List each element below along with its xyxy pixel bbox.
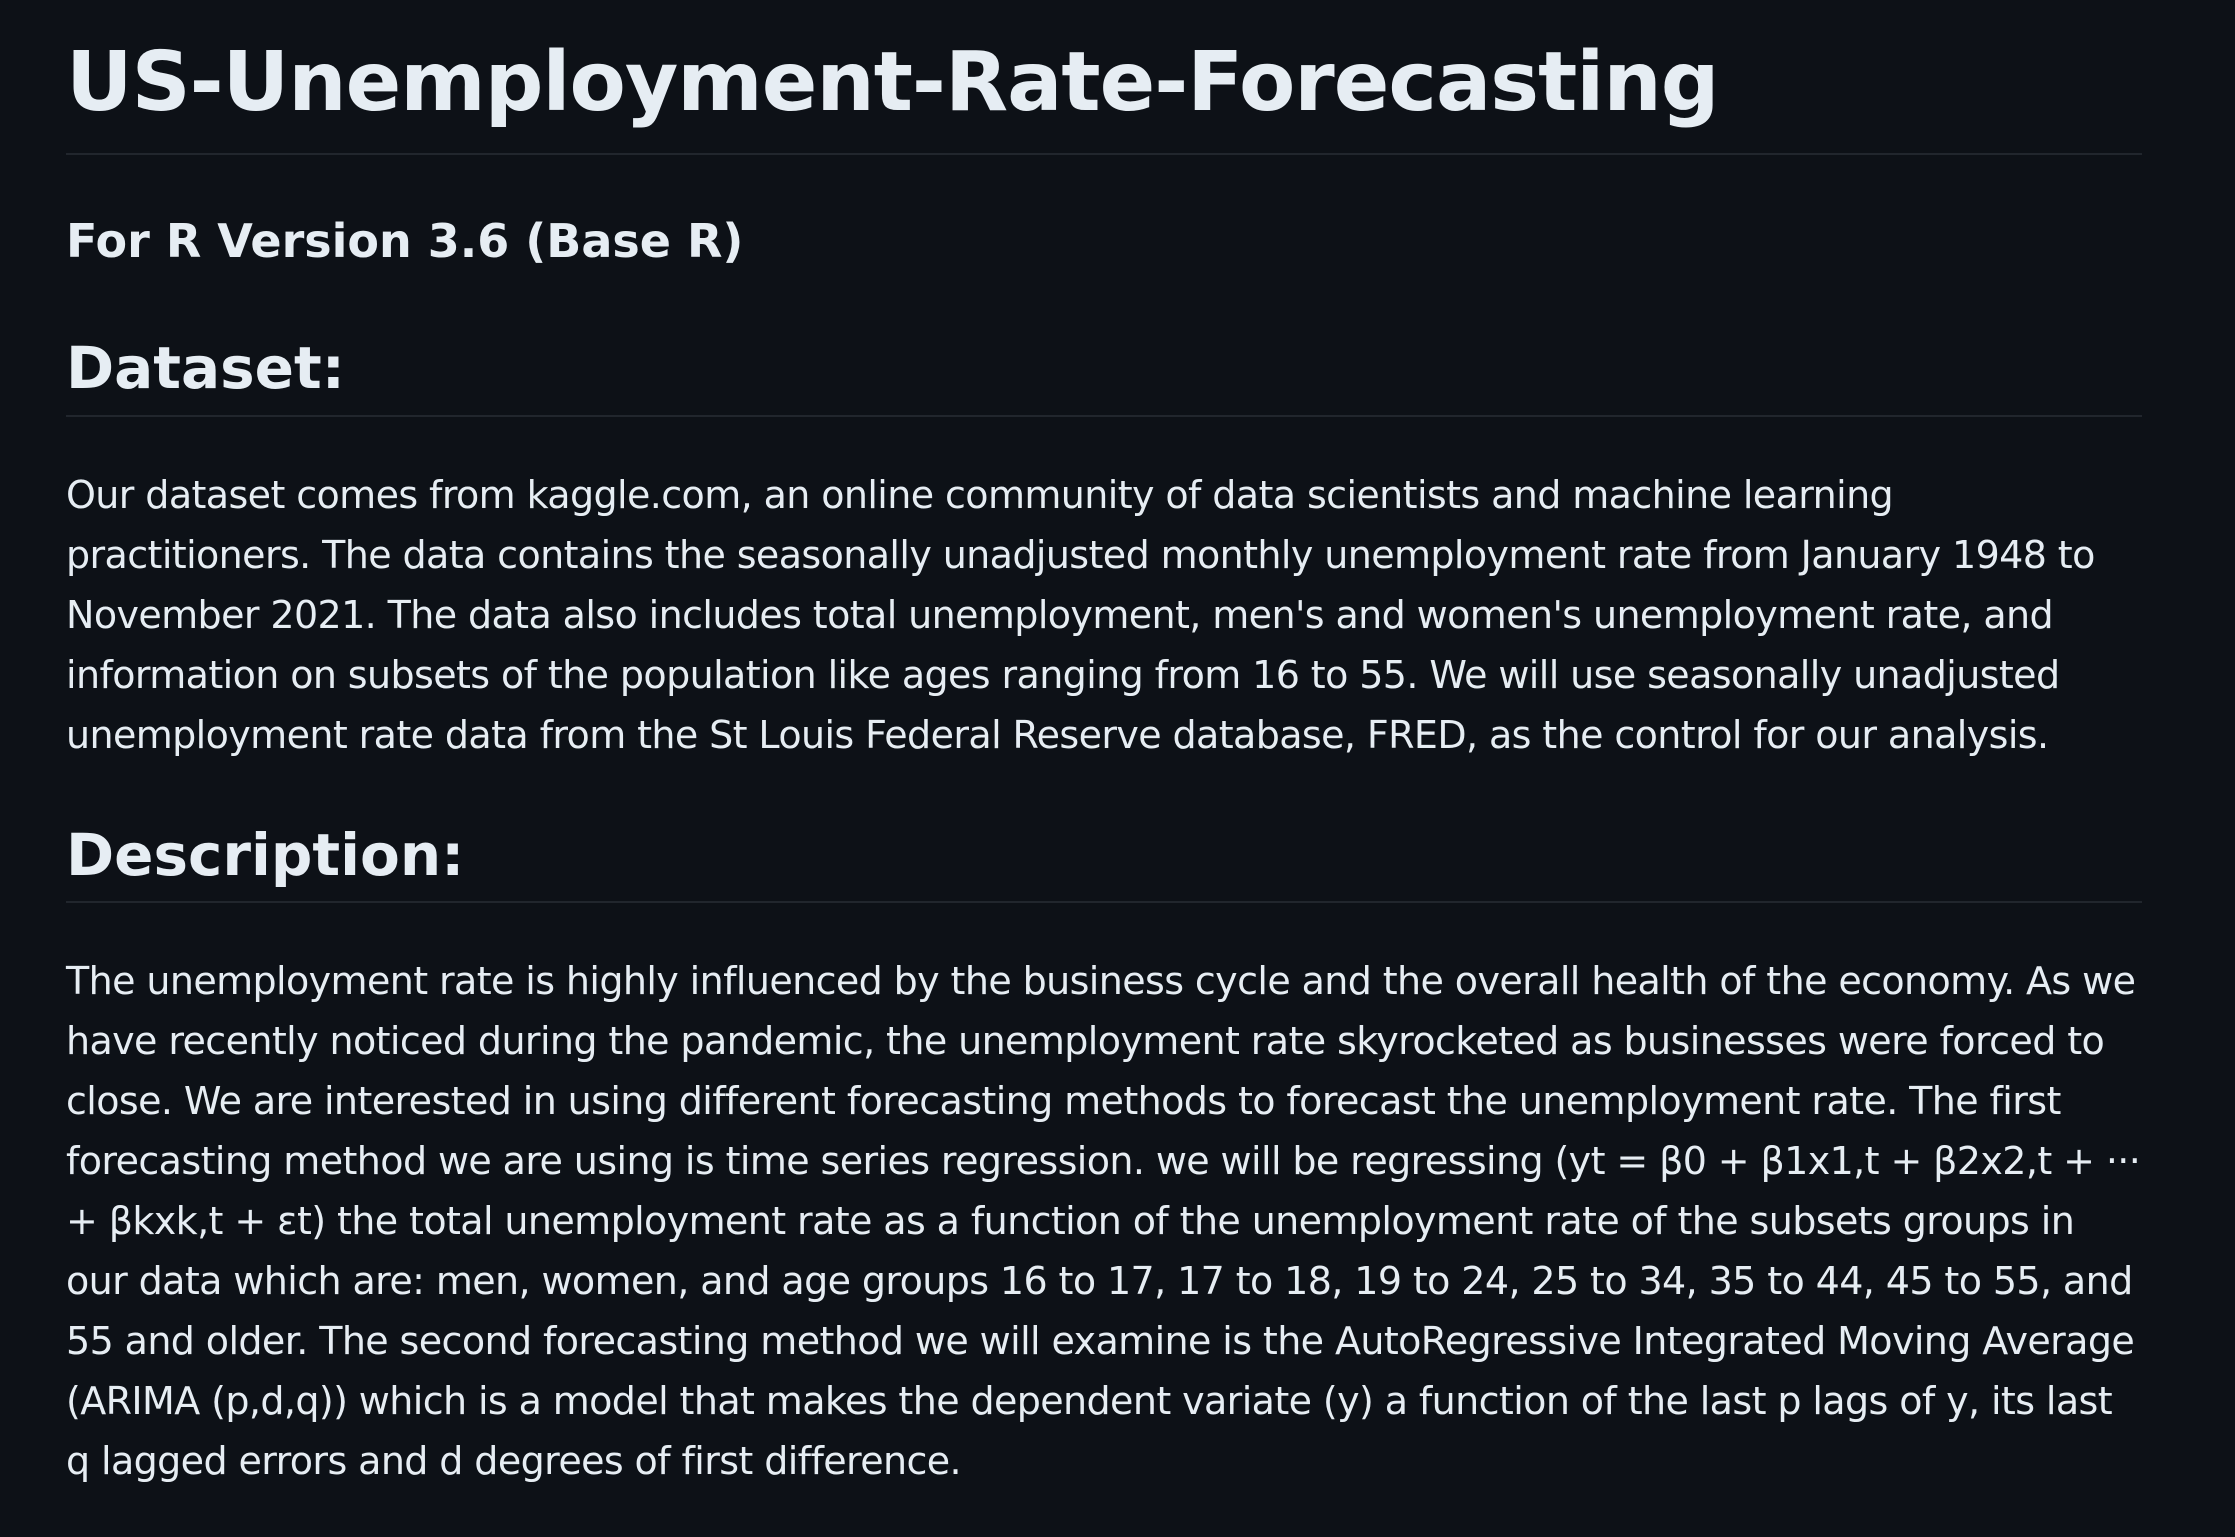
description-section: Description: The unemployment rate is hi… bbox=[66, 819, 2142, 1492]
page-title: US-Unemployment-Rate-Forecasting bbox=[66, 0, 2142, 155]
readme-content: US-Unemployment-Rate-Forecasting For R V… bbox=[66, 0, 2142, 1491]
description-paragraph: The unemployment rate is highly influenc… bbox=[66, 959, 2141, 1483]
dataset-paragraph: Our dataset comes from kaggle.com, an on… bbox=[66, 472, 2095, 757]
description-heading: Description: bbox=[66, 819, 2142, 903]
version-heading: For R Version 3.6 (Base R) bbox=[66, 213, 744, 268]
dataset-section: Dataset: Our dataset comes from kaggle.c… bbox=[66, 332, 2142, 765]
dataset-heading: Dataset: bbox=[66, 332, 2142, 417]
